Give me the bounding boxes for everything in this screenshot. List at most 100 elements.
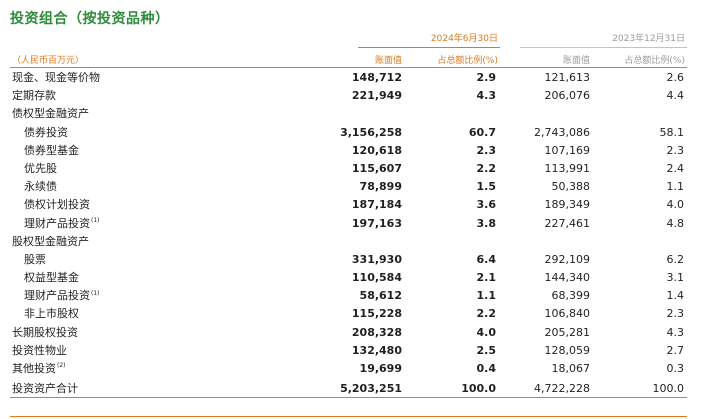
table-row: 债券投资 3,156,258 60.7 2,743,086 58.1 <box>0 124 713 142</box>
row-label-text: 长期股权投资 <box>12 325 78 339</box>
table-row: 股权型金融资产 <box>0 233 713 251</box>
cell-pct-current: 1.5 <box>476 180 497 194</box>
table-row: 永续债 78,899 1.5 50,388 1.1 <box>0 178 713 196</box>
cell-book-value-current: 78,899 <box>359 180 402 194</box>
cell-pct-previous: 1.4 <box>666 289 685 303</box>
unit-label: （人民币百万元） <box>12 56 85 66</box>
table-top-rule <box>10 67 687 68</box>
cell-pct-previous: 4.4 <box>666 89 685 103</box>
row-label-text: 定期存款 <box>12 89 56 103</box>
cell-pct-current: 6.4 <box>476 252 497 266</box>
row-label-text: 其他投资 <box>12 362 56 375</box>
footnote-marker: (2) <box>57 362 66 370</box>
col-book-value-previous: 账面值 <box>562 56 590 66</box>
cell-book-value-current: 115,607 <box>351 161 402 175</box>
cell-book-value-previous: 144,340 <box>544 271 591 285</box>
cell-book-value-current: 120,618 <box>351 143 402 157</box>
cell-pct-current: 3.6 <box>476 198 497 212</box>
cell-book-value-current: 208,328 <box>351 325 402 339</box>
row-label-text: 理财产品投资 <box>24 289 90 303</box>
row-label-text: 股票 <box>24 252 46 266</box>
period-current-header: 2024年6月30日 <box>430 34 498 44</box>
cell-book-value-previous: 50,388 <box>551 180 591 194</box>
cell-pct-previous: 0.3 <box>666 362 685 375</box>
cell-pct-previous: 2.6 <box>666 71 685 84</box>
cell-pct-previous: 3.1 <box>666 271 685 285</box>
cell-book-value-previous: 189,349 <box>544 198 591 212</box>
table-row: 债券型基金 120,618 2.3 107,169 2.3 <box>0 142 713 160</box>
cell-pct-previous: 4.8 <box>666 216 685 230</box>
cell-pct-previous: 6.2 <box>666 252 685 266</box>
col-pct-previous: 占总额比例(%) <box>624 56 685 66</box>
total-row: 投资资产合计 5,203,251 100.0 4,722,228 100.0 <box>0 380 713 398</box>
cell-book-value-current: 221,949 <box>351 89 402 103</box>
row-label: 理财产品投资(1) <box>24 215 100 233</box>
row-label-text: 债权型金融资产 <box>12 107 89 121</box>
row-label: 现金、现金等价物 <box>12 69 100 87</box>
row-label: 股权型金融资产 <box>12 233 89 251</box>
total-label: 投资资产合计 <box>12 382 78 396</box>
total-book-value-previous: 4,722,228 <box>534 382 590 396</box>
cell-book-value-previous: 68,399 <box>551 289 591 303</box>
table-row: 理财产品投资(1) 197,163 3.8 227,461 4.8 <box>0 215 713 233</box>
cell-book-value-current: 197,163 <box>351 216 402 230</box>
row-label-text: 债券型基金 <box>24 143 79 157</box>
cell-book-value-current: 19,699 <box>359 362 402 375</box>
cell-pct-previous: 2.4 <box>666 161 685 175</box>
cell-pct-current: 2.1 <box>476 271 497 285</box>
row-label-text: 股权型金融资产 <box>12 234 89 248</box>
table-row: 债权型金融资产 <box>0 105 713 123</box>
col-pct-current: 占总额比例(%) <box>437 56 498 66</box>
table-row: 投资性物业 132,480 2.5 128,059 2.7 <box>0 342 713 360</box>
cell-book-value-previous: 121,613 <box>544 71 591 84</box>
row-label: 债权型金融资产 <box>12 105 89 123</box>
row-label: 其他投资(2) <box>12 360 66 378</box>
table-row: 权益型基金 110,584 2.1 144,340 3.1 <box>0 269 713 287</box>
row-label: 定期存款 <box>12 87 56 105</box>
table-row: 理财产品投资(1) 58,612 1.1 68,399 1.4 <box>0 287 713 305</box>
cell-book-value-current: 115,228 <box>351 307 402 321</box>
row-label: 长期股权投资 <box>12 324 78 342</box>
cell-pct-current: 3.8 <box>476 216 497 230</box>
total-top-rule <box>10 397 687 398</box>
cell-book-value-previous: 107,169 <box>544 143 591 157</box>
cell-pct-current: 4.0 <box>476 325 497 339</box>
row-label-text: 现金、现金等价物 <box>12 71 100 84</box>
cell-pct-current: 1.1 <box>476 289 497 303</box>
row-label: 优先股 <box>24 160 57 178</box>
table-row: 长期股权投资 208,328 4.0 205,281 4.3 <box>0 324 713 342</box>
row-label-text: 债券投资 <box>24 125 68 139</box>
row-label-text: 权益型基金 <box>24 271 79 285</box>
period-previous-header: 2023年12月31日 <box>612 34 685 44</box>
total-pct-current: 100.0 <box>461 382 496 396</box>
cell-book-value-previous: 106,840 <box>544 307 591 321</box>
cell-pct-previous: 58.1 <box>659 125 685 139</box>
cell-pct-previous: 4.3 <box>666 325 685 339</box>
row-label: 投资性物业 <box>12 342 67 360</box>
cell-pct-current: 4.3 <box>476 89 497 103</box>
table-row: 优先股 115,607 2.2 113,991 2.4 <box>0 160 713 178</box>
cell-book-value-previous: 227,461 <box>544 216 591 230</box>
row-label-text: 理财产品投资 <box>24 216 90 230</box>
cell-pct-current: 2.2 <box>476 307 497 321</box>
cell-book-value-current: 148,712 <box>351 71 402 84</box>
row-label: 债券型基金 <box>24 142 79 160</box>
cell-book-value-current: 110,584 <box>351 271 402 285</box>
period-previous-underline <box>520 47 687 48</box>
table-bottom-rule <box>10 416 687 417</box>
cell-book-value-current: 331,930 <box>351 252 402 266</box>
row-label: 永续债 <box>24 178 57 196</box>
cell-pct-current: 60.7 <box>468 125 496 139</box>
table-row: 非上市股权 115,228 2.2 106,840 2.3 <box>0 305 713 323</box>
footnote-marker: (1) <box>91 216 100 224</box>
cell-book-value-previous: 128,059 <box>544 343 591 357</box>
col-book-value-current: 账面值 <box>374 56 402 66</box>
cell-book-value-previous: 113,991 <box>544 161 591 175</box>
row-label: 债券投资 <box>24 124 68 142</box>
cell-pct-previous: 2.7 <box>666 343 685 357</box>
cell-pct-current: 2.3 <box>476 143 497 157</box>
table-body: 现金、现金等价物 148,712 2.9 121,613 2.6 定期存款 221,949 4… <box>0 69 713 398</box>
row-label: 债权计划投资 <box>24 196 90 214</box>
table-row: 定期存款 221,949 4.3 206,076 4.4 <box>0 87 713 105</box>
footnote-marker: (1) <box>91 289 100 297</box>
